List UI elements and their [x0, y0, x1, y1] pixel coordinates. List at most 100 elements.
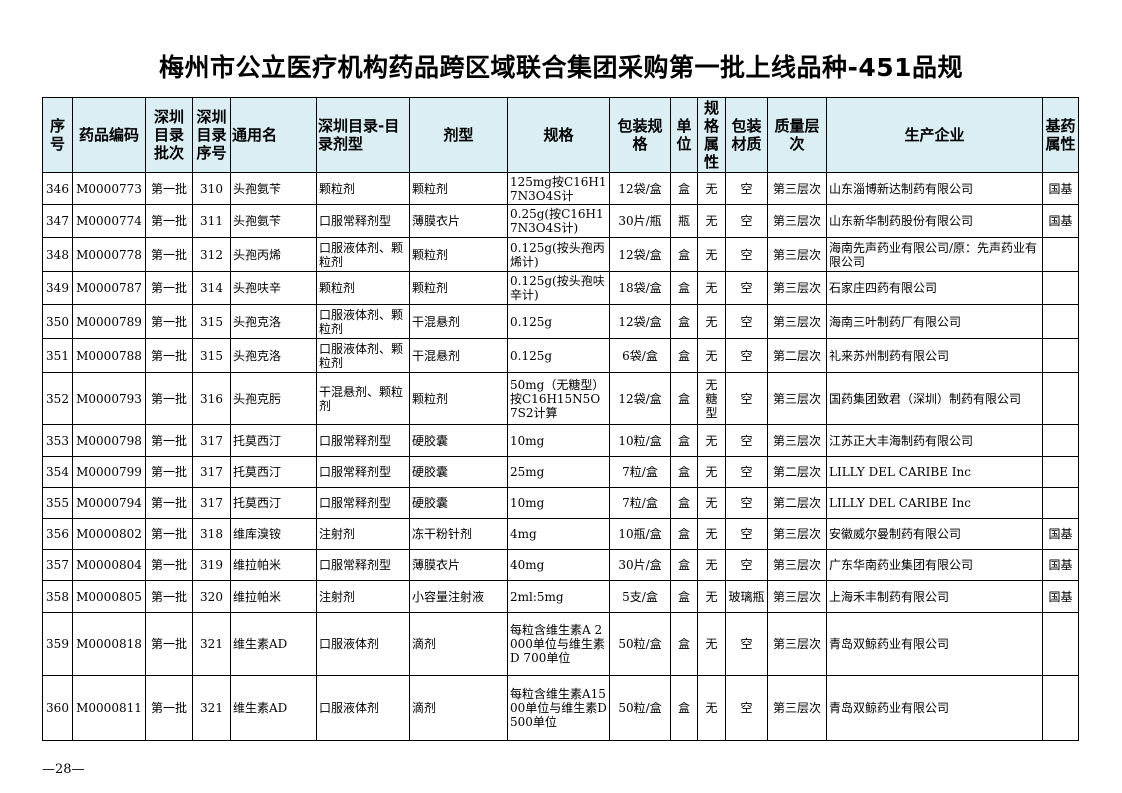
cell-dosage-form: 干混悬剂	[409, 304, 508, 339]
cell-code: M0000799	[72, 456, 146, 488]
cell-generic-name: 维生素AD	[230, 612, 317, 676]
cell-spec-attr: 无糖型	[697, 372, 726, 425]
cell-package-material: 空	[725, 172, 768, 205]
cell-spec-attr: 无	[697, 338, 726, 373]
cell-spec-attr: 无	[697, 549, 726, 581]
cell-sz-seq: 311	[192, 204, 231, 238]
cell-package-spec: 18袋/盒	[609, 271, 671, 305]
cell-sz-seq: 316	[192, 372, 231, 425]
cell-sz-seq: 320	[192, 580, 231, 613]
table-row: 349 M0000787 第一批 314 头孢呋辛 颗粒剂 颗粒剂 0.125g(按头孢呋辛计…	[42, 271, 1079, 305]
cell-package-material: 玻璃瓶	[725, 580, 768, 613]
cell-package-spec: 10粒/盒	[609, 424, 671, 457]
cell-quality-level: 第三层次	[767, 518, 827, 550]
cell-manufacturer: 青岛双鲸药业有限公司	[826, 675, 1043, 741]
cell-spec-attr: 无	[697, 424, 726, 457]
cell-seq: 351	[42, 338, 73, 373]
cell-generic-name: 头孢氨苄	[230, 172, 317, 205]
cell-code: M0000778	[72, 237, 146, 272]
cell-spec: 0.25g(按C16H17N3O4S计)	[507, 204, 610, 238]
cell-code: M0000804	[72, 549, 146, 581]
cell-sz-dosage-form: 干混悬剂、颗粒剂	[316, 372, 410, 425]
cell-sz-batch: 第一批	[145, 675, 193, 741]
cell-essential-drug	[1042, 456, 1079, 488]
cell-package-spec: 5支/盒	[609, 580, 671, 613]
cell-unit: 盒	[670, 675, 698, 741]
cell-spec-attr: 无	[697, 237, 726, 272]
cell-dosage-form: 颗粒剂	[409, 237, 508, 272]
cell-essential-drug: 国基	[1042, 580, 1079, 613]
cell-spec: 0.125g	[507, 304, 610, 339]
cell-package-spec: 12袋/盒	[609, 237, 671, 272]
column-header-sz-dosage-form: 深圳目录-目录剂型	[316, 97, 410, 173]
cell-essential-drug	[1042, 612, 1079, 676]
cell-generic-name: 头孢克洛	[230, 338, 317, 373]
cell-sz-seq: 317	[192, 456, 231, 488]
cell-code: M0000789	[72, 304, 146, 339]
cell-quality-level: 第三层次	[767, 237, 827, 272]
cell-unit: 盒	[670, 372, 698, 425]
cell-unit: 盒	[670, 338, 698, 373]
cell-spec-attr: 无	[697, 271, 726, 305]
cell-spec-attr: 无	[697, 204, 726, 238]
cell-sz-seq: 321	[192, 675, 231, 741]
cell-unit: 盒	[670, 237, 698, 272]
cell-unit: 盒	[670, 424, 698, 457]
cell-dosage-form: 滴剂	[409, 675, 508, 741]
cell-package-spec: 7粒/盒	[609, 487, 671, 519]
cell-essential-drug: 国基	[1042, 172, 1079, 205]
cell-seq: 350	[42, 304, 73, 339]
cell-dosage-form: 颗粒剂	[409, 172, 508, 205]
cell-generic-name: 头孢克肟	[230, 372, 317, 425]
cell-unit: 盒	[670, 456, 698, 488]
cell-generic-name: 维生素AD	[230, 675, 317, 741]
cell-package-spec: 7粒/盒	[609, 456, 671, 488]
table-row: 352 M0000793 第一批 316 头孢克肟 干混悬剂、颗粒剂 颗粒剂 50mg（无糖型…	[42, 372, 1079, 425]
cell-dosage-form: 小容量注射液	[409, 580, 508, 613]
cell-package-spec: 30片/盒	[609, 549, 671, 581]
cell-sz-seq: 321	[192, 612, 231, 676]
cell-sz-dosage-form: 口服常释剂型	[316, 549, 410, 581]
cell-quality-level: 第三层次	[767, 612, 827, 676]
cell-unit: 盒	[670, 172, 698, 205]
cell-sz-batch: 第一批	[145, 456, 193, 488]
table-row: 354 M0000799 第一批 317 托莫西汀 口服常释剂型 硬胶囊 25mg 7粒/盒盒无…	[42, 456, 1079, 488]
cell-manufacturer: 青岛双鲸药业有限公司	[826, 612, 1043, 676]
cell-sz-dosage-form: 口服常释剂型	[316, 204, 410, 238]
cell-manufacturer: 海南先声药业有限公司/原：先声药业有限公司	[826, 237, 1043, 272]
cell-quality-level: 第三层次	[767, 675, 827, 741]
cell-generic-name: 维拉帕米	[230, 580, 317, 613]
cell-essential-drug	[1042, 338, 1079, 373]
cell-essential-drug	[1042, 487, 1079, 519]
cell-generic-name: 头孢克洛	[230, 304, 317, 339]
cell-unit: 盒	[670, 518, 698, 550]
cell-dosage-form: 干混悬剂	[409, 338, 508, 373]
cell-unit: 盒	[670, 612, 698, 676]
cell-code: M0000798	[72, 424, 146, 457]
cell-quality-level: 第三层次	[767, 372, 827, 425]
column-header-quality-level: 质量层次	[767, 97, 827, 173]
cell-manufacturer: 海南三叶制药厂有限公司	[826, 304, 1043, 339]
cell-spec-attr: 无	[697, 487, 726, 519]
cell-package-material: 空	[725, 675, 768, 741]
cell-spec: 0.125g(按头孢呋辛计)	[507, 271, 610, 305]
cell-dosage-form: 硬胶囊	[409, 487, 508, 519]
cell-unit: 盒	[670, 487, 698, 519]
cell-code: M0000794	[72, 487, 146, 519]
cell-manufacturer: 石家庄四药有限公司	[826, 271, 1043, 305]
cell-sz-batch: 第一批	[145, 172, 193, 205]
column-header-package-material: 包装材质	[725, 97, 768, 173]
cell-sz-seq: 318	[192, 518, 231, 550]
table-row: 357 M0000804 第一批 319 维拉帕米 口服常释剂型 薄膜衣片 40mg 30片/盒…	[42, 549, 1079, 581]
cell-manufacturer: LILLY DEL CARIBE Inc	[826, 487, 1043, 519]
cell-quality-level: 第三层次	[767, 271, 827, 305]
cell-dosage-form: 滴剂	[409, 612, 508, 676]
cell-seq: 349	[42, 271, 73, 305]
cell-generic-name: 托莫西汀	[230, 456, 317, 488]
cell-package-material: 空	[725, 424, 768, 457]
cell-spec-attr: 无	[697, 456, 726, 488]
table-row: 350 M0000789 第一批 315 头孢克洛 口服液体剂、颗粒剂 干混悬剂 0.125g…	[42, 304, 1079, 339]
column-header-generic-name: 通用名	[230, 97, 317, 173]
cell-code: M0000787	[72, 271, 146, 305]
column-header-sz-batch: 深圳目录批次	[145, 97, 193, 173]
